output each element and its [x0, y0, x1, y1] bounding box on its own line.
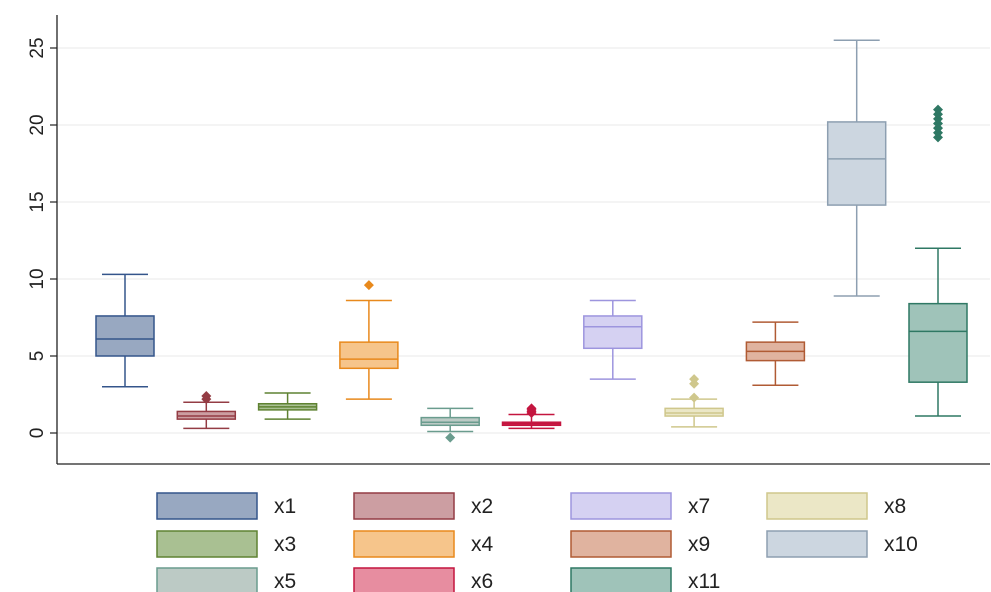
legend-item-x11: x11 [570, 567, 720, 592]
legend-item-x3: x3 [156, 530, 296, 558]
box-x10 [826, 39, 887, 297]
outlier-marker [933, 104, 943, 115]
outlier-marker [689, 392, 700, 403]
legend-label: x10 [884, 533, 918, 556]
legend-swatch [766, 530, 868, 558]
legend-swatch [156, 492, 258, 520]
box-x7 [583, 299, 643, 380]
legend-label: x7 [688, 495, 710, 518]
legend-item-x8: x8 [766, 492, 906, 520]
y-tick-label: 20 [27, 114, 48, 135]
box-x9 [745, 321, 806, 387]
y-tick-label: 10 [27, 268, 48, 289]
box-series [95, 39, 968, 443]
legend-swatch [353, 492, 455, 520]
legend-swatch [353, 567, 455, 592]
legend-item-x1: x1 [156, 492, 296, 520]
y-tick-label: 5 [27, 351, 48, 362]
box-x1 [95, 273, 155, 388]
legend-label: x5 [274, 570, 296, 592]
legend-swatch [570, 567, 672, 592]
legend-label: x6 [471, 570, 493, 592]
legend-item-x5: x5 [156, 567, 296, 592]
legend-label: x9 [688, 533, 710, 556]
legend-swatch [766, 492, 868, 520]
legend: x1 x2 x7 x8 x3 x4 x9 x10 x5 x6 x11 [156, 492, 918, 592]
legend-label: x4 [471, 533, 494, 556]
box-iqr [420, 416, 480, 427]
y-tick-label: 25 [27, 37, 48, 58]
box-x3 [257, 392, 318, 420]
legend-swatch [570, 492, 672, 520]
box-x8 [664, 374, 724, 428]
legend-swatch [353, 530, 455, 558]
outlier-marker [363, 280, 374, 291]
legend-item-x2: x2 [353, 492, 493, 520]
box-x5 [420, 407, 480, 443]
outlier-marker [526, 403, 537, 414]
box-x6 [501, 403, 562, 430]
outlier-marker [201, 391, 212, 402]
legend-label: x11 [688, 570, 720, 592]
box-iqr [908, 302, 968, 383]
box-iqr [176, 410, 237, 420]
legend-label: x8 [884, 495, 906, 518]
y-tick-label: 0 [27, 428, 48, 439]
box-x4 [339, 280, 399, 400]
box-iqr [95, 315, 155, 357]
gridlines [57, 47, 990, 434]
legend-label: x3 [274, 533, 296, 556]
box-iqr [826, 121, 887, 206]
legend-item-x4: x4 [353, 530, 494, 558]
legend-item-x7: x7 [570, 492, 710, 520]
legend-swatch [570, 530, 672, 558]
legend-item-x10: x10 [766, 530, 918, 558]
box-iqr [664, 407, 724, 417]
legend-label: x1 [274, 495, 296, 518]
legend-item-x9: x9 [570, 530, 710, 558]
outlier-marker [445, 432, 456, 443]
axes: 0 5 10 15 20 25 [27, 15, 990, 465]
box-x11 [908, 104, 968, 417]
legend-label: x2 [471, 495, 493, 518]
box-x2 [176, 391, 237, 430]
y-tick-label: 15 [27, 191, 48, 212]
legend-item-x6: x6 [353, 567, 493, 592]
legend-swatch [156, 530, 258, 558]
box-iqr [339, 341, 399, 370]
legend-swatch [156, 567, 258, 592]
box-iqr [583, 315, 643, 350]
outlier-marker [689, 374, 700, 385]
